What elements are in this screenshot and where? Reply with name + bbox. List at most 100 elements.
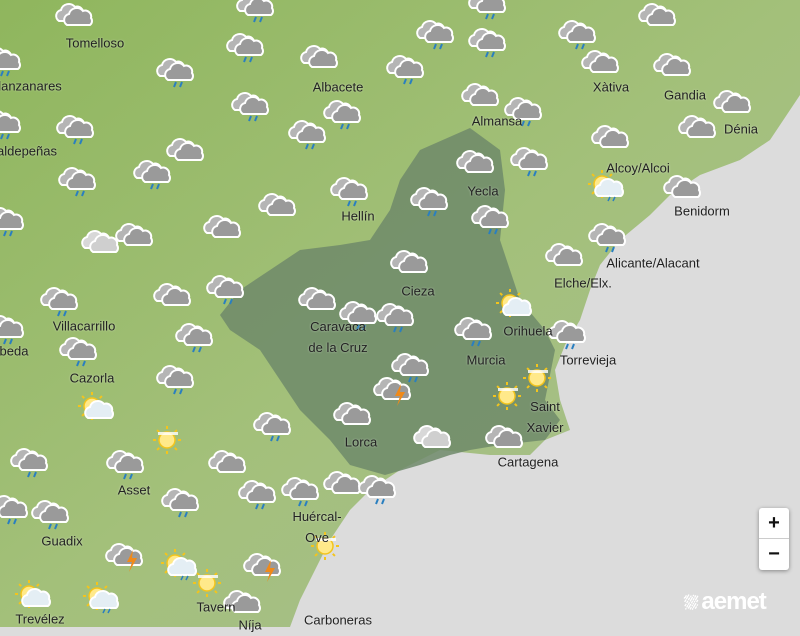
- aemet-logo-icon: ⛆: [684, 593, 698, 613]
- place-label: Tavern: [196, 599, 236, 615]
- rain-icon: [106, 450, 144, 480]
- cloudy-icon: [678, 115, 716, 138]
- sun-rain-icon: [83, 582, 119, 614]
- place-label: Orihuela: [503, 323, 553, 339]
- place-label: Lorca: [344, 434, 378, 450]
- cloudy-icon: [390, 250, 428, 273]
- rain-icon: [468, 0, 506, 20]
- place-label: Villacarrillo: [52, 318, 116, 334]
- cloudy-icon: [323, 471, 361, 494]
- place-label: aldepeñas: [0, 143, 57, 159]
- storm-icon: [243, 553, 281, 582]
- rain-icon: [156, 365, 194, 395]
- sun-haze-icon: [311, 532, 339, 560]
- rain-icon: [133, 160, 171, 190]
- rain-icon: [58, 167, 96, 197]
- rain-icon: [588, 223, 626, 253]
- rain-icon: [548, 320, 586, 350]
- sea: [290, 95, 800, 627]
- cloudy-icon: [203, 215, 241, 238]
- place-label: Alicante/Alacant: [606, 255, 700, 271]
- rain-icon: [288, 120, 326, 150]
- rain-icon: [253, 412, 291, 442]
- cloudy-icon: [166, 138, 204, 161]
- rain-icon: [410, 187, 448, 217]
- place-label: Murcia: [466, 352, 506, 368]
- cloudy-icon: [208, 450, 246, 473]
- rain-icon: [558, 20, 596, 50]
- rain-icon: [0, 110, 21, 140]
- place-label: Torrevieja: [559, 352, 617, 368]
- cloudy-icon: [653, 53, 691, 76]
- place-label: beda: [0, 343, 29, 359]
- rain-icon: [156, 58, 194, 88]
- sun-haze-icon: [153, 426, 181, 454]
- place-label: Dénia: [724, 121, 758, 137]
- rain-icon: [454, 317, 492, 347]
- cloudy-icon: [333, 402, 371, 425]
- place-label: Cieza: [401, 283, 435, 299]
- zoom-in-button[interactable]: +: [768, 512, 780, 534]
- cloudy-icon: [223, 590, 261, 613]
- cloudy-icon: [545, 243, 583, 266]
- cloudy-icon: [300, 45, 338, 68]
- rain-icon: [386, 55, 424, 85]
- cloudy-icon: [591, 125, 629, 148]
- cloudy-light-icon: [413, 425, 451, 448]
- place-label: Saint Xavier: [526, 399, 564, 435]
- rain-icon: [175, 323, 213, 353]
- place-label: Níja: [238, 617, 262, 633]
- rain-icon: [468, 28, 506, 58]
- cloudy-icon: [485, 425, 523, 448]
- rain-icon: [358, 475, 396, 505]
- place-label: Albacete: [312, 79, 364, 95]
- rain-icon: [226, 33, 264, 63]
- rain-icon: [471, 205, 509, 235]
- cloudy-icon: [638, 3, 676, 26]
- rain-icon: [59, 337, 97, 367]
- rain-icon: [31, 500, 69, 530]
- place-label: lanzanares: [0, 78, 62, 94]
- place-label: Carboneras: [304, 612, 372, 628]
- rain-icon: [0, 315, 24, 345]
- place-label: Gandia: [664, 87, 706, 103]
- cloudy-icon: [663, 175, 701, 198]
- storm-icon: [373, 377, 411, 406]
- rain-icon: [323, 100, 361, 130]
- rain-icon: [236, 0, 274, 23]
- cloudy-icon: [153, 283, 191, 306]
- sun-cloud-icon: [496, 289, 532, 317]
- place-label: Huércal- Ove: [292, 509, 342, 545]
- rain-icon: [376, 303, 414, 333]
- cloudy-icon: [461, 83, 499, 106]
- place-label: Guadix: [41, 533, 83, 549]
- rain-icon: [40, 287, 78, 317]
- zoom-control: + −: [759, 508, 789, 570]
- rain-icon: [416, 20, 454, 50]
- place-label: Xàtiva: [592, 79, 630, 95]
- rain-icon: [161, 488, 199, 518]
- sun-haze-icon: [193, 569, 221, 597]
- rain-icon: [0, 47, 21, 77]
- rain-icon: [391, 353, 429, 383]
- storm-icon: [105, 543, 143, 572]
- cloudy-icon: [55, 3, 93, 26]
- rain-icon: [281, 477, 319, 507]
- place-label: Caravaca de la Cruz: [308, 319, 368, 355]
- cloudy-icon: [581, 50, 619, 73]
- place-label: Asset: [117, 482, 151, 498]
- place-label: Benidorm: [674, 203, 730, 219]
- sun-cloud-icon: [78, 392, 114, 420]
- rain-icon: [231, 92, 269, 122]
- rain-icon: [0, 495, 28, 525]
- place-label: Almansa: [471, 113, 523, 129]
- sun-rain-icon: [588, 170, 624, 202]
- place-label: Elche/Elx.: [554, 275, 612, 291]
- cloudy-icon: [298, 287, 336, 310]
- rain-icon: [330, 177, 368, 207]
- cloudy-light-icon: [81, 230, 119, 253]
- zoom-out-button[interactable]: −: [759, 538, 789, 569]
- place-label: Cartagena: [497, 454, 559, 470]
- place-label: Yecla: [467, 183, 499, 199]
